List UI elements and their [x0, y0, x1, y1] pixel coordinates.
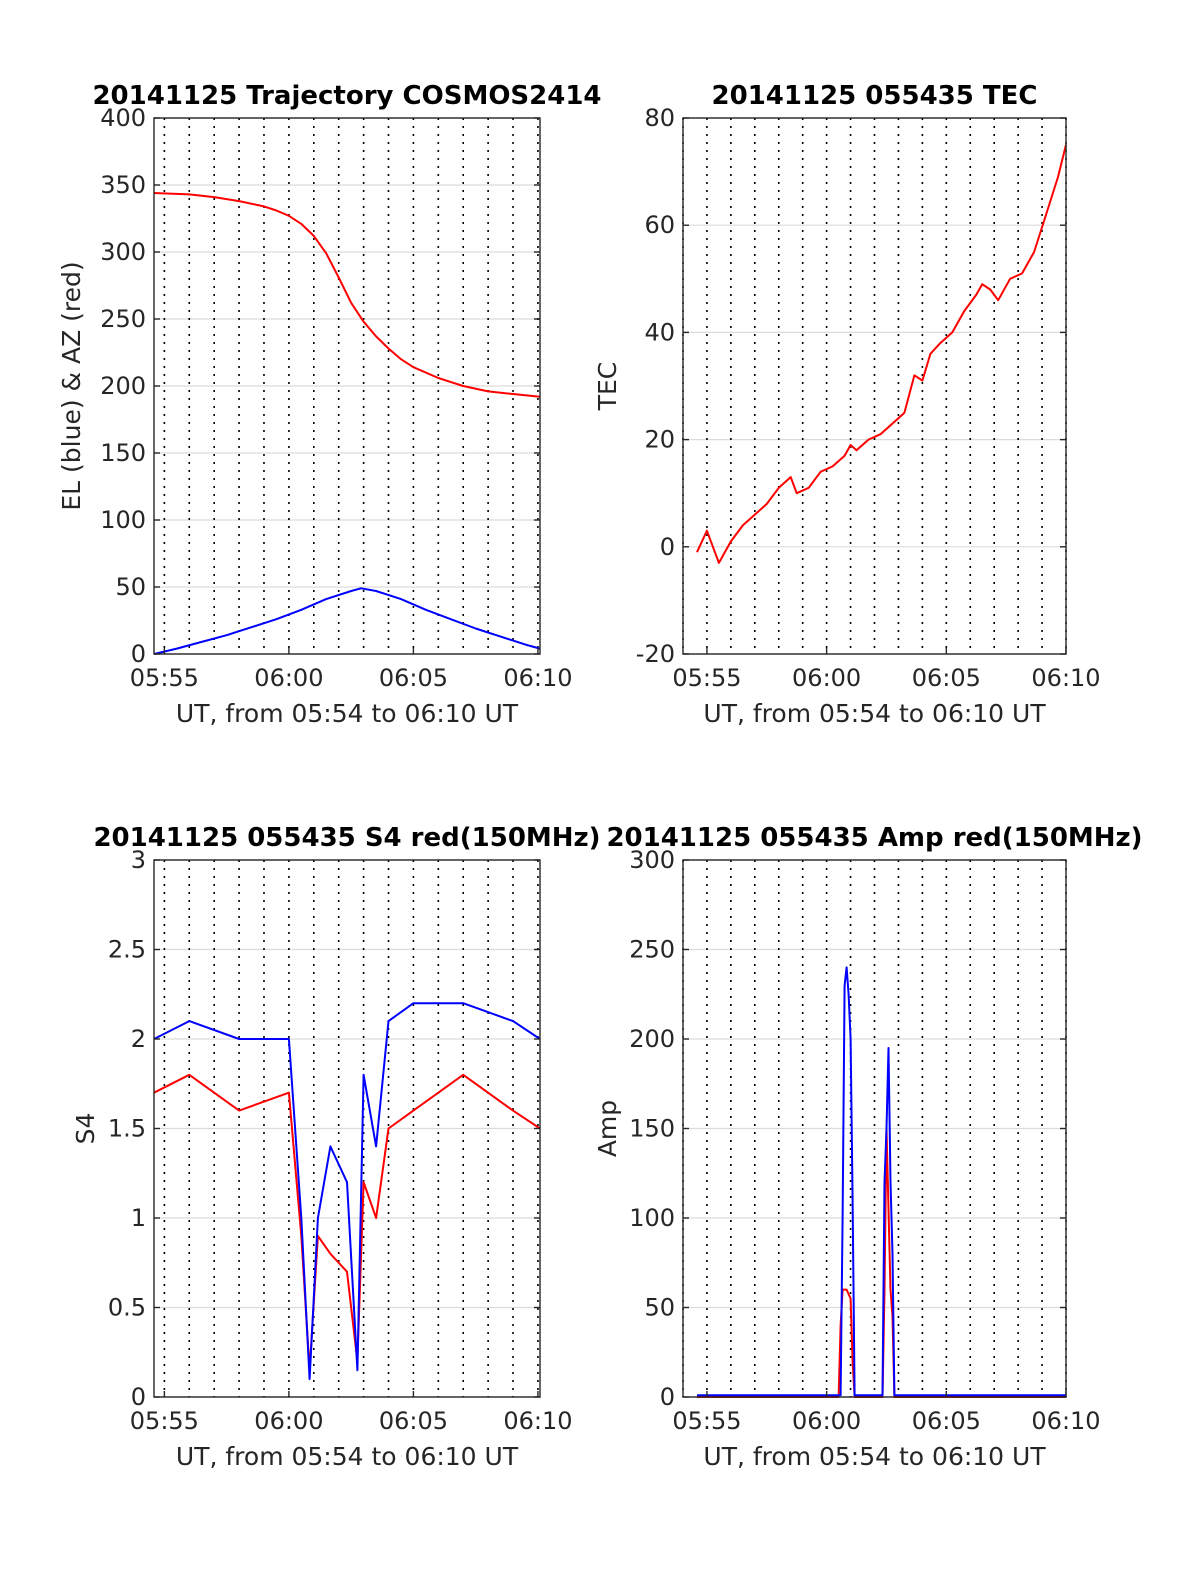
- tec-ylabel: TEC: [593, 362, 622, 412]
- trajectory-ytick-label-1: 50: [115, 573, 146, 601]
- tec-xtick-label-3: 06:10: [1031, 664, 1100, 692]
- trajectory-xtick-label-3: 06:10: [503, 664, 572, 692]
- trajectory-ytick-label-0: 0: [131, 640, 146, 668]
- s4-xtick-label-3: 06:10: [503, 1407, 572, 1435]
- trajectory-ytick-label-5: 250: [100, 305, 146, 333]
- s4-series-1: [153, 1002, 541, 1381]
- trajectory-ytick-label-4: 200: [100, 372, 146, 400]
- amp-ytick-label-6: 300: [629, 846, 675, 874]
- s4-ylabel: S4: [71, 1113, 100, 1145]
- amp-title: 20141125 055435 Amp red(150MHz): [606, 823, 1142, 853]
- amp-xtick-label-1: 06:00: [792, 1407, 861, 1435]
- s4-ytick-label-2: 1: [131, 1204, 146, 1232]
- tec-xtick-label-1: 06:00: [792, 664, 861, 692]
- tec-ytick-label-4: 60: [644, 211, 675, 239]
- amp-xlabel: UT, from 05:54 to 06:10 UT: [703, 1442, 1046, 1471]
- s4-ytick-label-0: 0: [131, 1383, 146, 1411]
- amp-ytick-label-2: 100: [629, 1204, 675, 1232]
- amp-ytick-label-1: 50: [644, 1294, 675, 1322]
- tec-ytick-label-3: 40: [644, 318, 675, 346]
- s4-xlabel: UT, from 05:54 to 06:10 UT: [176, 1442, 519, 1471]
- trajectory-ytick-label-6: 300: [100, 238, 146, 266]
- trajectory-ytick-label-8: 400: [100, 104, 146, 132]
- trajectory-xlabel: UT, from 05:54 to 06:10 UT: [176, 699, 519, 728]
- s4-series-0: [153, 1073, 541, 1372]
- trajectory-series-0: [153, 192, 541, 398]
- tec-xlabel: UT, from 05:54 to 06:10 UT: [703, 699, 1046, 728]
- s4-xtick-label-0: 05:55: [130, 1407, 199, 1435]
- amp-panel: 0 50 100 150 200 250 300 05:55 06:00 06:05 06:10 UT…: [593, 823, 1143, 1471]
- trajectory-xtick-label-2: 06:05: [379, 664, 448, 692]
- trajectory-ytick-label-2: 100: [100, 506, 146, 534]
- tec-axes-box: [682, 117, 1067, 655]
- s4-xtick-label-1: 06:00: [254, 1407, 323, 1435]
- tec-panel: -20 0 20 40 60 80 05:55 06:00 06:05 06:10 UT, from…: [593, 81, 1101, 728]
- tec-ytick-label-5: 80: [644, 104, 675, 132]
- amp-ylabel: Amp: [593, 1100, 622, 1157]
- tec-xtick-label-2: 06:05: [912, 664, 981, 692]
- amp-xtick-label-2: 06:05: [912, 1407, 981, 1435]
- trajectory-xtick-label-0: 05:55: [130, 664, 199, 692]
- amp-ytick-label-5: 250: [629, 936, 675, 964]
- s4-xtick-label-2: 06:05: [379, 1407, 448, 1435]
- amp-xtick-label-3: 06:10: [1031, 1407, 1100, 1435]
- trajectory-ylabel: EL (blue) & AZ (red): [57, 261, 86, 510]
- tec-title: 20141125 055435 TEC: [712, 81, 1038, 111]
- s4-ytick-label-1: 0.5: [108, 1294, 146, 1322]
- amp-ytick-label-4: 200: [629, 1025, 675, 1053]
- amp-ytick-label-0: 0: [660, 1383, 675, 1411]
- s4-panel: 0 0.5 1 1.5 2 2.5 3 05:55 06:00 06:05 06:10 UT, fro…: [71, 823, 601, 1471]
- s4-ytick-label-3: 1.5: [108, 1115, 146, 1143]
- trajectory-ytick-label-3: 150: [100, 439, 146, 467]
- s4-ytick-label-5: 2.5: [108, 936, 146, 964]
- s4-title: 20141125 055435 S4 red(150MHz): [93, 823, 600, 853]
- tec-ytick-label-2: 20: [644, 426, 675, 454]
- trajectory-title: 20141125 Trajectory COSMOS2414: [92, 81, 601, 111]
- amp-ytick-label-3: 150: [629, 1115, 675, 1143]
- trajectory-series-1: [153, 587, 541, 655]
- tec-xtick-label-0: 05:55: [672, 664, 741, 692]
- tec-ytick-label-1: 0: [660, 533, 675, 561]
- amp-series-0: [697, 1127, 1066, 1398]
- trajectory-panel: 0 50 100 150 200 250 300 350 400 05:55 06:00 06:05 0…: [57, 81, 602, 728]
- amp-xtick-label-0: 05:55: [672, 1407, 741, 1435]
- trajectory-xtick-label-1: 06:00: [254, 664, 323, 692]
- amp-series-1: [697, 966, 1066, 1397]
- tec-ytick-label-0: -20: [636, 640, 675, 668]
- trajectory-ytick-label-7: 350: [100, 171, 146, 199]
- tec-series-0: [696, 144, 1067, 564]
- s4-ytick-label-6: 3: [131, 846, 146, 874]
- s4-ytick-label-4: 2: [131, 1025, 146, 1053]
